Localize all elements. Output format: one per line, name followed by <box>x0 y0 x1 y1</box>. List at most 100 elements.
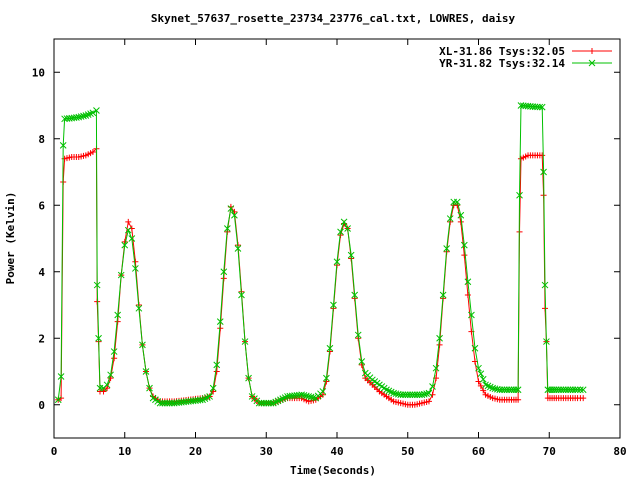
y-tick-label: 10 <box>32 66 45 79</box>
data-point <box>340 218 348 226</box>
data-point <box>262 399 270 407</box>
data-point <box>159 399 166 407</box>
data-point <box>569 386 577 394</box>
data-point <box>562 386 570 394</box>
data-point <box>82 112 90 119</box>
plot-frame <box>53 38 621 439</box>
data-point <box>516 191 523 199</box>
legend: XL-31.86 Tsys:32.05 YR-31.82 Tsys:32.14 <box>439 45 612 70</box>
data-point <box>121 241 129 249</box>
data-point <box>89 149 96 156</box>
data-point <box>260 399 268 407</box>
data-point <box>464 292 471 299</box>
data-point <box>87 110 94 118</box>
data-point <box>146 384 153 392</box>
chart-title: Skynet_57637_rosette_23734_23776_cal.txt… <box>151 12 516 25</box>
data-point <box>213 361 221 369</box>
data-point <box>446 215 454 222</box>
data-point <box>425 389 433 397</box>
data-point <box>93 281 101 289</box>
data-point <box>103 381 111 389</box>
data-point <box>135 304 143 312</box>
data-point <box>464 278 472 286</box>
legend-label-1: YR-31.82 Tsys:32.14 <box>439 57 565 70</box>
y-tick-label: 4 <box>38 266 45 279</box>
data-point <box>265 399 272 407</box>
data-point <box>231 211 238 219</box>
data-point <box>404 391 412 399</box>
x-tick-label: 20 <box>189 445 202 458</box>
data-point <box>132 265 139 272</box>
data-point <box>333 258 341 266</box>
data-point <box>567 386 574 394</box>
data-point <box>515 396 522 403</box>
data-point <box>512 386 520 394</box>
data-point <box>475 364 482 372</box>
data-point <box>574 386 581 394</box>
data-point <box>579 386 587 394</box>
data-point <box>411 391 419 399</box>
data-point <box>216 318 224 325</box>
data-point <box>344 225 351 232</box>
data-point <box>540 168 547 176</box>
data-point <box>234 245 242 252</box>
data-point <box>245 374 252 382</box>
data-point <box>461 252 468 259</box>
data-point <box>220 268 228 276</box>
data-point <box>399 391 407 399</box>
data-point <box>436 341 443 348</box>
data-point <box>538 103 546 111</box>
data-point <box>580 395 587 402</box>
data-point <box>539 152 546 159</box>
data-point <box>59 142 67 149</box>
data-point <box>477 370 485 378</box>
data-point <box>238 291 245 299</box>
data-point <box>310 394 317 401</box>
data-point <box>505 386 513 394</box>
x-tick-label: 30 <box>260 445 273 458</box>
data-point <box>354 331 362 339</box>
data-point <box>156 399 164 407</box>
x-tick-label: 70 <box>543 445 556 458</box>
series-markers-0 <box>55 145 587 408</box>
data-point <box>413 391 421 399</box>
data-point <box>480 387 487 394</box>
data-point <box>100 388 107 395</box>
data-point <box>241 338 249 345</box>
data-point <box>453 198 461 206</box>
data-point <box>209 384 217 392</box>
data-point <box>468 311 475 319</box>
data-point <box>54 396 62 404</box>
y-tick-label: 0 <box>38 399 45 412</box>
axis-ticks: 0 10 20 30 40 50 60 70 80 0 2 4 6 8 10 <box>32 39 627 458</box>
data-point <box>496 386 504 394</box>
legend-label-0: XL-31.86 Tsys:32.05 <box>439 45 565 58</box>
data-point <box>536 103 544 111</box>
data-point <box>555 386 563 394</box>
data-point <box>436 334 443 342</box>
series-markers-1 <box>54 102 587 407</box>
legend-sample-0 <box>572 48 612 54</box>
x-tick-label: 0 <box>51 445 58 458</box>
data-point <box>319 388 327 395</box>
y-axis-label: Power (Kelvin) <box>4 192 17 285</box>
y-tick-label: 8 <box>38 133 45 146</box>
data-point <box>323 374 330 382</box>
data-point <box>552 386 560 394</box>
data-point <box>347 251 355 259</box>
data-point <box>258 399 265 407</box>
data-point <box>541 281 549 289</box>
data-point <box>139 341 146 349</box>
data-point <box>439 291 447 299</box>
data-point <box>326 344 334 352</box>
data-point <box>337 228 344 236</box>
data-point <box>457 218 464 225</box>
data-point <box>564 386 572 394</box>
data-point <box>58 395 65 402</box>
data-point <box>161 399 169 407</box>
data-point <box>577 386 584 394</box>
x-tick-label: 50 <box>401 445 414 458</box>
data-point <box>358 358 366 365</box>
data-point <box>542 305 549 312</box>
data-point <box>402 391 409 399</box>
